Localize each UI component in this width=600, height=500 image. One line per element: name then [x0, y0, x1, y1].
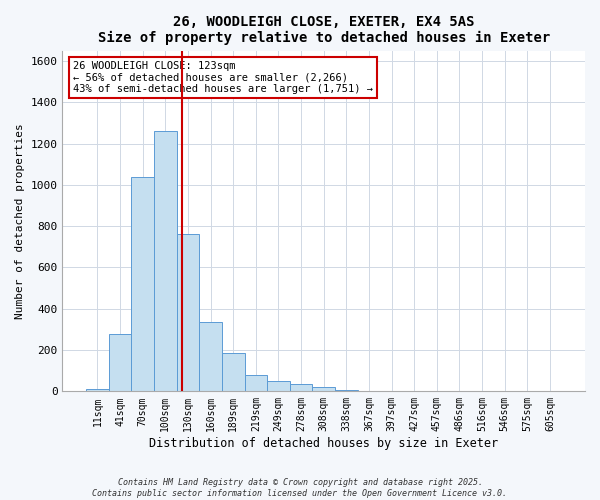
Bar — [154, 131, 176, 392]
Bar — [245, 375, 267, 392]
Bar — [267, 381, 290, 392]
Bar — [109, 334, 131, 392]
Bar — [313, 387, 335, 392]
Y-axis label: Number of detached properties: Number of detached properties — [15, 123, 25, 319]
Text: Contains HM Land Registry data © Crown copyright and database right 2025.
Contai: Contains HM Land Registry data © Crown c… — [92, 478, 508, 498]
Bar — [86, 390, 109, 392]
Bar — [222, 353, 245, 392]
Bar — [131, 176, 154, 392]
Bar — [335, 390, 358, 392]
Bar — [176, 234, 199, 392]
Text: 26 WOODLEIGH CLOSE: 123sqm
← 56% of detached houses are smaller (2,266)
43% of s: 26 WOODLEIGH CLOSE: 123sqm ← 56% of deta… — [73, 61, 373, 94]
Bar — [290, 384, 313, 392]
Title: 26, WOODLEIGH CLOSE, EXETER, EX4 5AS
Size of property relative to detached house: 26, WOODLEIGH CLOSE, EXETER, EX4 5AS Siz… — [98, 15, 550, 46]
X-axis label: Distribution of detached houses by size in Exeter: Distribution of detached houses by size … — [149, 437, 498, 450]
Bar — [199, 322, 222, 392]
